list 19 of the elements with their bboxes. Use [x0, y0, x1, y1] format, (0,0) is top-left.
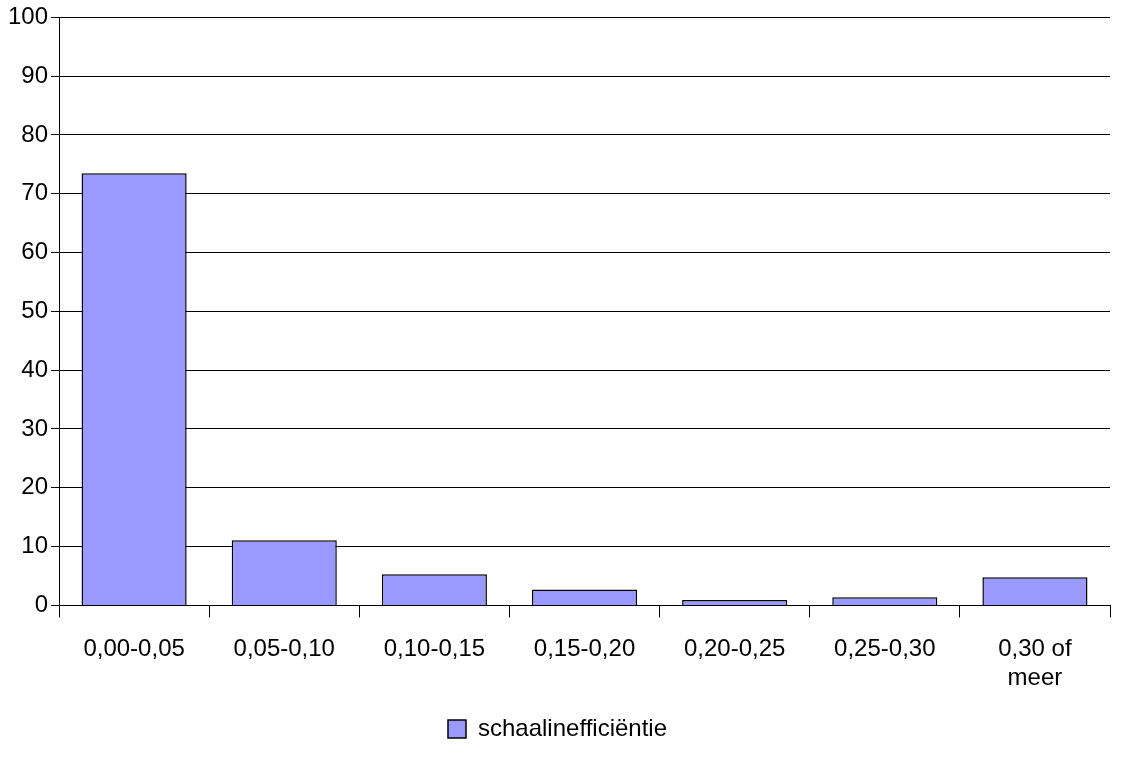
y-tick-label: 60 — [21, 237, 49, 265]
x-tick-label: 0,20-0,25 — [683, 634, 786, 662]
y-tick-label: 50 — [21, 296, 49, 324]
y-tick-label: 40 — [21, 354, 49, 382]
legend-label: schaalinefficiëntie — [477, 713, 668, 741]
y-tick-label: 70 — [21, 178, 49, 206]
x-tick-label: 0,10-0,15 — [383, 634, 486, 662]
y-tick-label: 20 — [21, 472, 49, 500]
x-tick-label: 0,15-0,20 — [533, 634, 636, 662]
y-tick-label: 90 — [21, 60, 49, 88]
y-tick-label: 0 — [34, 590, 49, 618]
x-tick-label: 0,30 of meer — [998, 634, 1072, 691]
y-tick-label: 30 — [21, 413, 49, 441]
y-tick-label: 100 — [8, 2, 49, 30]
x-tick-label: 0,25-0,30 — [834, 634, 936, 662]
y-tick-label: 10 — [21, 531, 49, 559]
x-tick-label: 0,05-0,10 — [233, 634, 335, 662]
y-tick-label: 80 — [21, 119, 49, 147]
x-tick-label: 0,00-0,05 — [83, 634, 185, 662]
